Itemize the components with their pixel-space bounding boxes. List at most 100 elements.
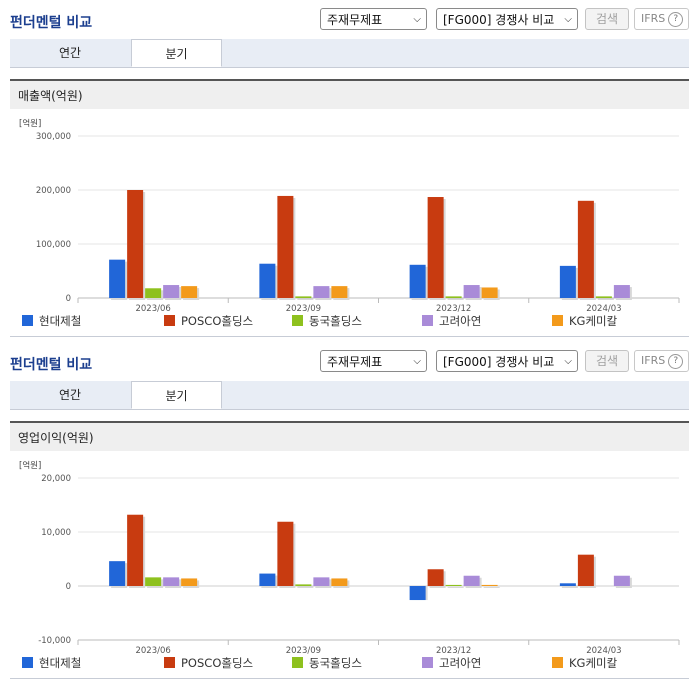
legend-swatch — [422, 315, 433, 326]
bar — [559, 583, 576, 586]
peer-group-value: [FG000] 경쟁사 비교 — [443, 13, 555, 27]
y-tick-label: 0 — [66, 582, 71, 592]
y-tick-label: 0 — [66, 294, 71, 304]
bar — [331, 578, 348, 586]
legend-swatch — [164, 315, 175, 326]
legend-item[interactable]: 동국홀딩스 — [292, 313, 362, 329]
bar — [109, 561, 126, 586]
tab-annual[interactable]: 연간 — [58, 46, 82, 60]
tab-quarterly[interactable]: 분기 — [131, 39, 222, 67]
bar-shadow — [597, 298, 614, 300]
fundamental-panel-operating-profit: 펀더멘털 비교 주재무제표 ⌵ [FG000] 경쟁사 비교 ⌵ 검색 IFRS… — [0, 342, 696, 682]
legend-item[interactable]: KG케미칼 — [552, 313, 617, 329]
bar — [559, 265, 576, 298]
legend-item[interactable]: 현대제철 — [22, 655, 81, 671]
search-button[interactable]: 검색 — [585, 350, 629, 372]
bar-shadow — [447, 298, 464, 300]
panel-title: 펀더멘털 비교 — [10, 15, 93, 31]
search-button[interactable]: 검색 — [585, 8, 629, 30]
x-tick-label: 2023/06 — [135, 646, 170, 654]
chart-legend: 현대제철 POSCO홀딩스 동국홀딩스 고려아연 KG케미칼 — [22, 655, 682, 671]
bar — [613, 285, 630, 298]
bar — [127, 190, 144, 298]
bar-shadow — [483, 586, 500, 588]
tab-quarterly[interactable]: 분기 — [131, 381, 222, 409]
statement-type-select[interactable]: 주재무제표 ⌵ — [320, 350, 427, 372]
x-tick-label: 2023/09 — [286, 646, 321, 654]
bar — [181, 286, 198, 298]
tab-annual[interactable]: 연간 — [58, 388, 82, 402]
legend-item[interactable]: KG케미칼 — [552, 655, 617, 671]
question-icon: ? — [668, 353, 684, 369]
bar — [313, 286, 330, 298]
peer-group-value: [FG000] 경쟁사 비교 — [443, 355, 555, 369]
x-tick-label: 2023/09 — [286, 304, 321, 312]
bar — [331, 286, 348, 298]
bar — [427, 569, 444, 586]
y-tick-label: 100,000 — [36, 240, 71, 250]
fundamental-panel-sales: 펀더멘털 비교 주재무제표 ⌵ [FG000] 경쟁사 비교 ⌵ 검색 IFRS… — [0, 0, 696, 340]
statement-type-value: 주재무제표 — [327, 355, 383, 369]
bar — [295, 296, 312, 298]
chevron-down-icon: ⌵ — [564, 14, 572, 25]
chart-title: 영업이익(억원) — [10, 421, 689, 451]
y-tick-label: 300,000 — [36, 132, 71, 142]
bar — [595, 296, 612, 298]
y-tick-label: -10,000 — [38, 636, 71, 646]
ifrs-label: IFRS — [641, 12, 666, 25]
unit-label: [억원] — [19, 118, 41, 129]
x-tick-label: 2023/12 — [436, 646, 471, 654]
peer-group-select[interactable]: [FG000] 경쟁사 비교 ⌵ — [436, 8, 578, 30]
bar — [427, 197, 444, 298]
legend-item[interactable]: 동국홀딩스 — [292, 655, 362, 671]
bar — [481, 584, 498, 586]
bar — [577, 200, 594, 298]
legend-item[interactable]: POSCO홀딩스 — [164, 655, 253, 671]
bar — [445, 296, 462, 298]
bar — [409, 586, 426, 601]
bar — [481, 287, 498, 298]
bar — [145, 288, 162, 298]
legend-swatch — [292, 315, 303, 326]
legend-swatch — [164, 657, 175, 668]
bar-shadow — [561, 585, 578, 588]
panel-title: 펀더멘털 비교 — [10, 357, 93, 373]
legend-item[interactable]: 현대제철 — [22, 313, 81, 329]
bar-shadow — [297, 586, 314, 588]
y-tick-label: 200,000 — [36, 186, 71, 196]
bar — [277, 195, 294, 298]
sales-bar-chart: [억원] 300,000 200,000 100,000 0 2023/06 2023/09… — [19, 118, 680, 312]
bar-shadow — [297, 298, 314, 300]
legend-swatch — [552, 315, 563, 326]
bar — [109, 259, 126, 298]
bar — [181, 578, 198, 586]
statement-type-select[interactable]: 주재무제표 ⌵ — [320, 8, 427, 30]
period-tabs: 연간 분기 — [10, 381, 689, 410]
bar — [445, 584, 462, 586]
legend-swatch — [552, 657, 563, 668]
legend-item[interactable]: 고려아연 — [422, 313, 481, 329]
legend-label: 현대제철 — [39, 314, 82, 328]
unit-label: [억원] — [19, 460, 41, 471]
chevron-down-icon: ⌵ — [413, 356, 421, 367]
bar — [259, 573, 276, 586]
ifrs-help-button[interactable]: IFRS? — [634, 8, 689, 30]
bar — [463, 285, 480, 298]
x-tick-label: 2023/06 — [135, 304, 170, 312]
legend-swatch — [22, 657, 33, 668]
peer-group-select[interactable]: [FG000] 경쟁사 비교 ⌵ — [436, 350, 578, 372]
legend-item[interactable]: POSCO홀딩스 — [164, 313, 253, 329]
bar — [277, 521, 294, 586]
legend-label: POSCO홀딩스 — [181, 314, 254, 328]
x-tick-label: 2023/12 — [436, 304, 471, 312]
legend-label: 현대제철 — [39, 656, 82, 670]
bar — [163, 285, 180, 298]
ifrs-help-button[interactable]: IFRS? — [634, 350, 689, 372]
legend-label: POSCO홀딩스 — [181, 656, 254, 670]
y-tick-label: 20,000 — [41, 474, 71, 484]
legend-item[interactable]: 고려아연 — [422, 655, 481, 671]
legend-swatch — [292, 657, 303, 668]
divider — [10, 678, 689, 679]
legend-label: 동국홀딩스 — [309, 314, 362, 328]
legend-label: KG케미칼 — [569, 314, 618, 328]
